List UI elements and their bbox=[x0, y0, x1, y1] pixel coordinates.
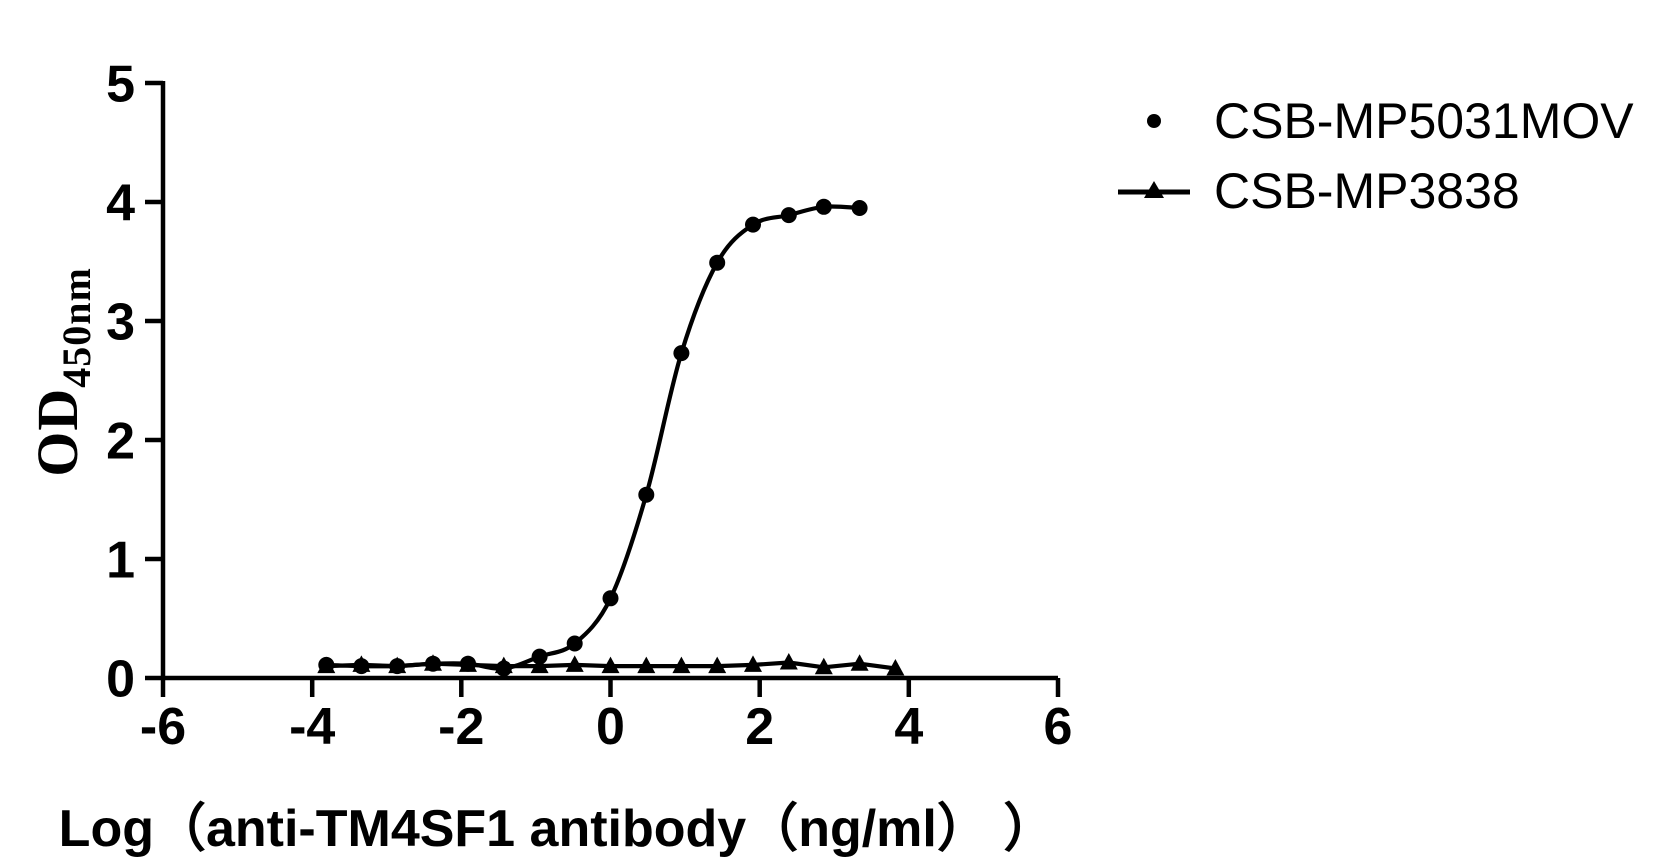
y-tick-label: 0 bbox=[106, 651, 135, 709]
legend-item-csb-mp5031mov: CSB-MP5031MOV bbox=[1106, 86, 1634, 156]
x-tick-label: -6 bbox=[140, 698, 186, 756]
data-point-triangle bbox=[779, 653, 798, 670]
data-point-circle bbox=[389, 658, 406, 675]
x-tick-label: -4 bbox=[289, 698, 335, 756]
x-tick-label: 6 bbox=[1044, 698, 1073, 756]
data-point-triangle bbox=[637, 656, 656, 674]
data-point-triangle bbox=[530, 656, 549, 674]
data-point-circle bbox=[318, 656, 335, 673]
data-point-triangle bbox=[708, 656, 727, 674]
data-point-circle bbox=[353, 658, 370, 675]
y-axis-title-main: OD bbox=[25, 387, 90, 477]
data-point-circle bbox=[531, 648, 548, 665]
data-point-circle bbox=[495, 660, 512, 677]
data-point-circle bbox=[780, 207, 797, 224]
data-point-triangle bbox=[565, 655, 584, 672]
legend-triangle-line-marker-icon bbox=[1106, 171, 1202, 211]
x-tick-label: 2 bbox=[745, 698, 774, 756]
y-tick-label: 2 bbox=[106, 413, 135, 471]
series-line-csb-mp5031mov bbox=[326, 204, 860, 671]
y-tick-label: 1 bbox=[106, 532, 135, 590]
legend-label: CSB-MP5031MOV bbox=[1214, 93, 1634, 149]
legend: CSB-MP5031MOV CSB-MP3838 bbox=[1106, 86, 1634, 226]
data-point-triangle bbox=[601, 656, 620, 674]
data-point-circle bbox=[602, 590, 619, 607]
data-point-circle bbox=[709, 254, 726, 271]
y-tick-label: 5 bbox=[106, 56, 135, 114]
legend-item-csb-mp3838: CSB-MP3838 bbox=[1106, 156, 1634, 226]
x-tick-label: 0 bbox=[596, 698, 625, 756]
legend-label: CSB-MP3838 bbox=[1214, 163, 1520, 219]
data-point-circle bbox=[460, 655, 476, 672]
data-point-circle bbox=[851, 200, 868, 216]
data-point-circle bbox=[566, 635, 583, 652]
y-tick-label: 4 bbox=[106, 175, 135, 233]
data-point-circle bbox=[425, 655, 441, 672]
x-tick-label: -2 bbox=[438, 698, 484, 756]
data-point-circle bbox=[673, 345, 690, 362]
legend-circle-marker-icon bbox=[1106, 101, 1202, 141]
y-axis-title-subscript: 450nm bbox=[54, 267, 99, 388]
y-tick-label: 3 bbox=[106, 294, 135, 352]
data-point-triangle bbox=[850, 654, 869, 671]
y-axis-title: OD450nm bbox=[24, 267, 100, 477]
x-tick-label: 4 bbox=[894, 698, 923, 756]
data-point-triangle bbox=[886, 659, 905, 676]
x-axis-title: Log（anti-TM4SF1 antibody（ng/ml） ） bbox=[58, 800, 1056, 858]
data-point-circle bbox=[815, 198, 832, 215]
data-point-triangle bbox=[814, 657, 833, 675]
data-point-circle bbox=[638, 486, 655, 503]
data-point-triangle bbox=[672, 656, 691, 674]
data-point-triangle bbox=[744, 655, 762, 672]
data-point-circle bbox=[745, 216, 761, 233]
